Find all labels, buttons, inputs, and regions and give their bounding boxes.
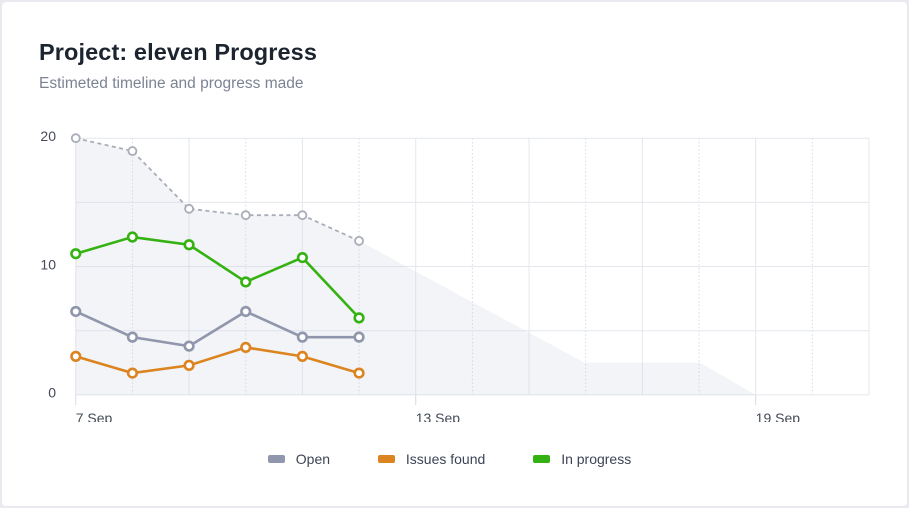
svg-text:10: 10 (40, 256, 56, 272)
svg-text:0: 0 (48, 385, 56, 401)
svg-text:20: 20 (40, 128, 56, 144)
svg-text:7 Sep: 7 Sep (76, 410, 113, 422)
svg-text:13 Sep: 13 Sep (416, 410, 461, 422)
svg-text:19 Sep: 19 Sep (756, 410, 801, 422)
